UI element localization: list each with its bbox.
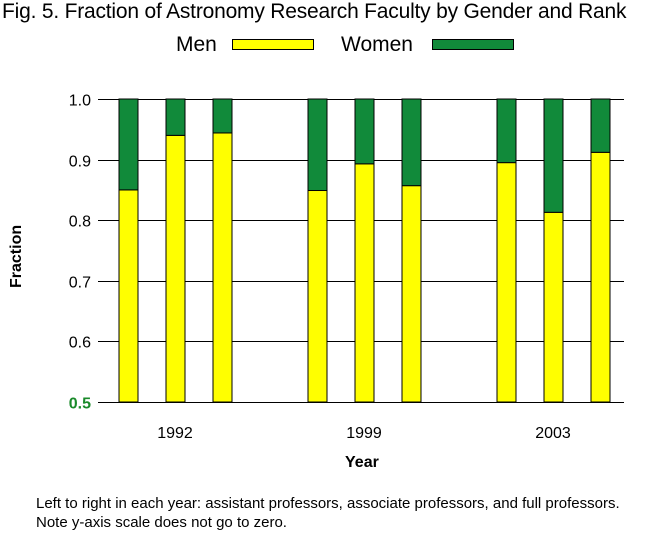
bar-women (212, 98, 233, 134)
x-axis-label: Year (345, 454, 379, 471)
x-tick-label: 2003 (535, 425, 571, 442)
y-tick-label: 0.7 (69, 275, 91, 292)
bar-men (118, 189, 139, 403)
legend-swatch-women (432, 39, 514, 50)
y-tick-label: 1.0 (69, 93, 91, 110)
y-tick-label: 0.5 (69, 396, 91, 413)
legend-swatch-men (232, 39, 314, 50)
legend-label-women: Women (341, 33, 413, 56)
chart-note: Left to right in each year: assistant pr… (36, 495, 620, 531)
x-tick-label: 1999 (346, 425, 382, 442)
bar-women (543, 98, 564, 213)
bar-women (307, 98, 328, 192)
bar-women (590, 98, 611, 153)
bar-men (401, 185, 422, 403)
bar-women (165, 98, 186, 136)
bar-men (307, 190, 328, 403)
bar-men (496, 162, 517, 403)
bar-men (212, 132, 233, 403)
x-tick-label: 1992 (157, 425, 193, 442)
y-tick-label: 0.9 (69, 154, 91, 171)
bar-men (354, 163, 375, 403)
bar-women (354, 98, 375, 165)
y-tick-label: 0.8 (69, 214, 91, 231)
bar-women (118, 98, 139, 191)
bar-men (543, 211, 564, 403)
bar-women (401, 98, 422, 187)
legend-label-men: Men (176, 33, 217, 56)
y-tick-label: 0.6 (69, 335, 91, 352)
bar-men (590, 151, 611, 403)
bar-men (165, 134, 186, 403)
chart-title: Fig. 5. Fraction of Astronomy Research F… (2, 0, 627, 23)
bar-women (496, 98, 517, 164)
y-axis-label: Fraction (8, 224, 25, 288)
